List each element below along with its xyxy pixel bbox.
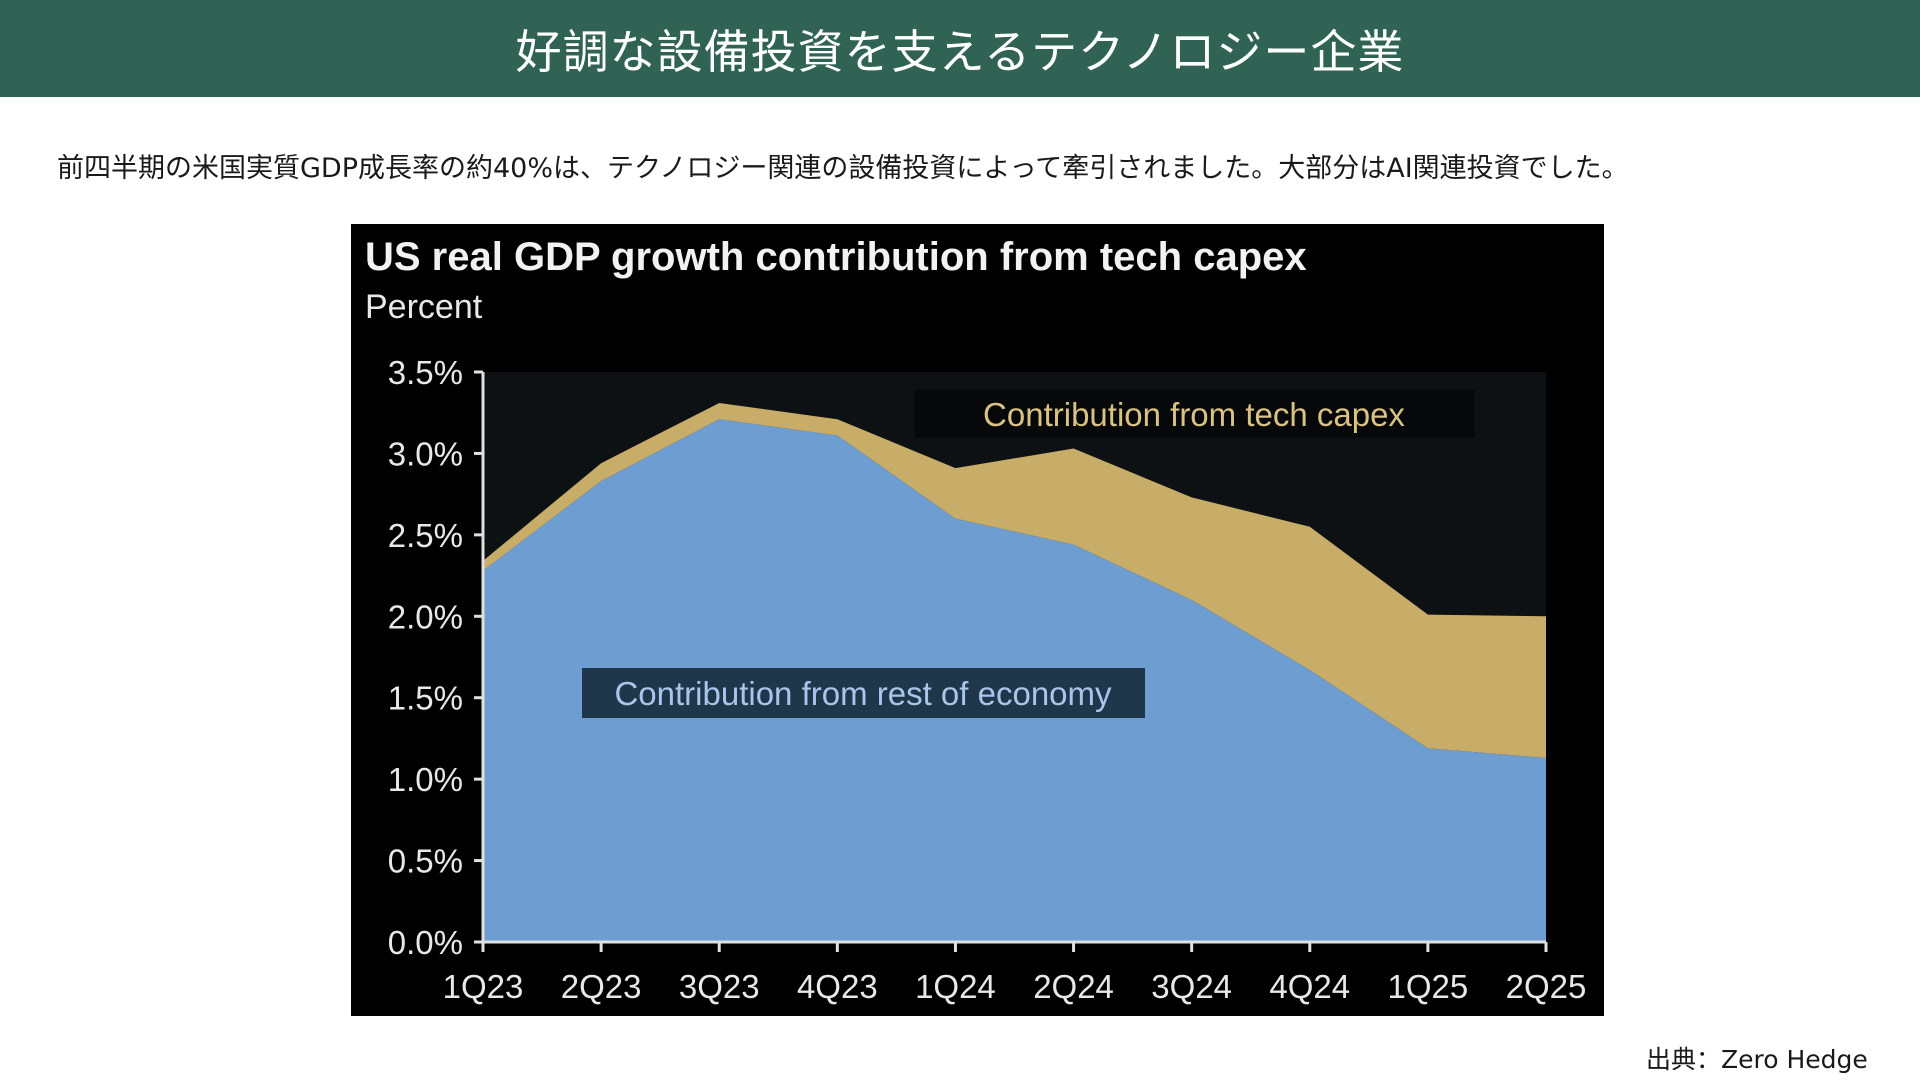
x-tick-label: 2Q23 xyxy=(561,968,642,1005)
lead-text: 前四半期の米国実質GDP成長率の約40%は、テクノロジー関連の設備投資によって牽… xyxy=(57,153,1629,184)
area-series-tech-capex xyxy=(483,402,1546,758)
y-tick-label: 3.5% xyxy=(388,354,463,391)
annotation-box-rest-of-economy xyxy=(582,668,1145,718)
x-tick-label: 1Q24 xyxy=(915,968,996,1005)
x-tick-label: 4Q24 xyxy=(1269,968,1350,1005)
annotation-rest-of-economy: Contribution from rest of economy xyxy=(614,675,1112,712)
chart-title: US real GDP growth contribution from tec… xyxy=(365,235,1307,279)
chart-svg: US real GDP growth contribution from tec… xyxy=(365,235,1587,1005)
x-tick-label: 3Q23 xyxy=(679,968,760,1005)
x-tick-label: 4Q23 xyxy=(797,968,878,1005)
y-tick-label: 3.0% xyxy=(388,435,463,472)
x-tick-label: 1Q25 xyxy=(1388,968,1469,1005)
page-title: 好調な設備投資を支えるテクノロジー企業 xyxy=(515,24,1405,79)
y-tick-label: 2.5% xyxy=(388,517,463,554)
annotation-box-tech-capex xyxy=(914,390,1474,438)
chart-subtitle: Percent xyxy=(365,288,483,326)
x-tick-label: 1Q23 xyxy=(443,968,524,1005)
x-tick-label: 3Q24 xyxy=(1151,968,1232,1005)
x-tick-label: 2Q25 xyxy=(1506,968,1587,1005)
y-tick-label: 0.0% xyxy=(388,924,463,961)
y-tick-label: 1.0% xyxy=(388,761,463,798)
chart: US real GDP growth contribution from tec… xyxy=(351,224,1604,1016)
y-tick-label: 2.0% xyxy=(388,598,463,635)
source-credit: 出典：Zero Hedge xyxy=(1646,1045,1868,1074)
y-tick-label: 1.5% xyxy=(388,680,463,717)
annotation-tech-capex: Contribution from tech capex xyxy=(983,396,1405,433)
y-tick-label: 0.5% xyxy=(388,843,463,880)
x-tick-label: 2Q24 xyxy=(1033,968,1114,1005)
page-header: 好調な設備投資を支えるテクノロジー企業 xyxy=(0,0,1920,97)
